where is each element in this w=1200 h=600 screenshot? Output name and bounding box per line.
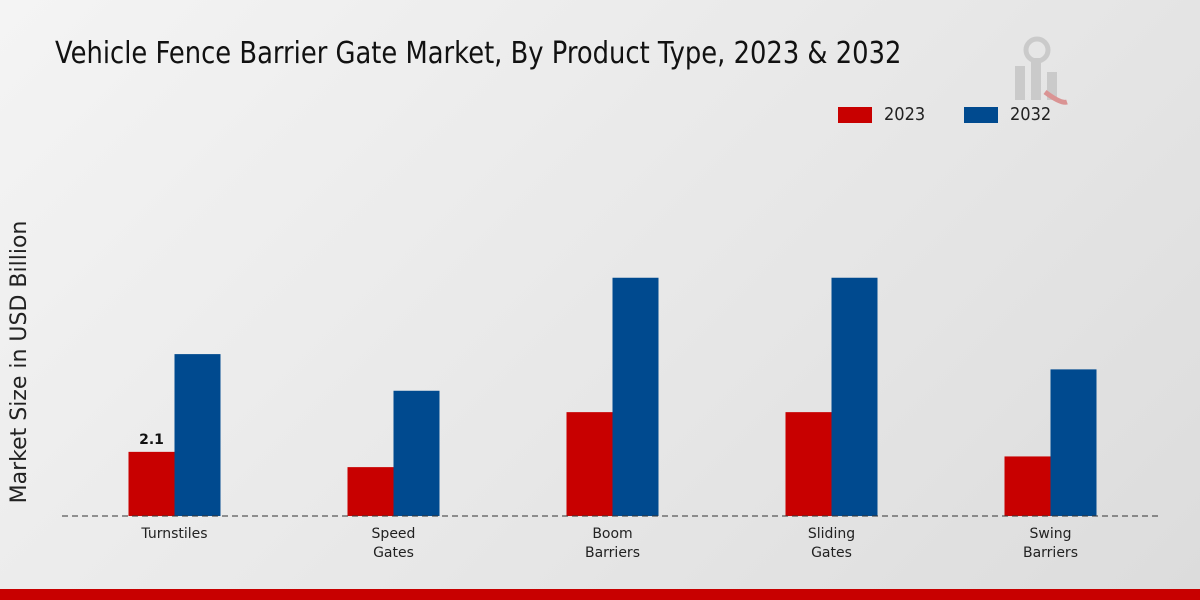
legend-label-2023: 2023 — [884, 104, 926, 125]
bottom-accent-bar — [0, 589, 1200, 600]
watermark-logo-icon — [1015, 36, 1068, 105]
x-tick-label-4-0: Swing — [1030, 526, 1072, 542]
bar-2032-4 — [1050, 369, 1097, 516]
x-tick-label-0-0: Turnstiles — [140, 526, 207, 542]
bar-2032-3 — [831, 277, 878, 516]
bar-2023-0 — [128, 451, 175, 516]
x-tick-label-1-0: Speed — [372, 526, 416, 542]
legend-item-2023: 2023 — [838, 104, 930, 125]
y-axis-label: Market Size in USD Billion — [7, 221, 32, 504]
chart-title: Vehicle Fence Barrier Gate Market, By Pr… — [55, 36, 902, 71]
x-tick-label-2-1: Barriers — [585, 545, 640, 561]
plot-area: Turnstiles Speed Gates Boom Barriers Sliding G… — [62, 277, 1160, 561]
data-label-0: 2.1 — [139, 432, 164, 448]
x-tick-label-2-0: Boom — [592, 526, 632, 542]
x-tick-label-3-0: Sliding — [808, 526, 855, 542]
legend-swatch-2032 — [963, 106, 998, 123]
legend: 2023 2032 — [838, 104, 1090, 125]
bar-2032-1 — [393, 390, 440, 516]
x-tick-label-4-1: Barriers — [1023, 545, 1078, 561]
bar-2023-4 — [1004, 456, 1051, 516]
bar-2023-1 — [347, 467, 394, 516]
bar-2023-2 — [566, 412, 613, 516]
x-tick-label-3-1: Gates — [811, 545, 852, 561]
legend-item-2032: 2032 — [963, 104, 1056, 125]
bar-2032-0 — [174, 354, 221, 516]
legend-label-2032: 2032 — [1009, 104, 1052, 125]
bar-2023-3 — [785, 412, 832, 516]
legend-swatch-2023 — [838, 106, 872, 123]
bar-2032-2 — [612, 277, 659, 516]
x-tick-label-1-1: Gates — [373, 545, 414, 561]
